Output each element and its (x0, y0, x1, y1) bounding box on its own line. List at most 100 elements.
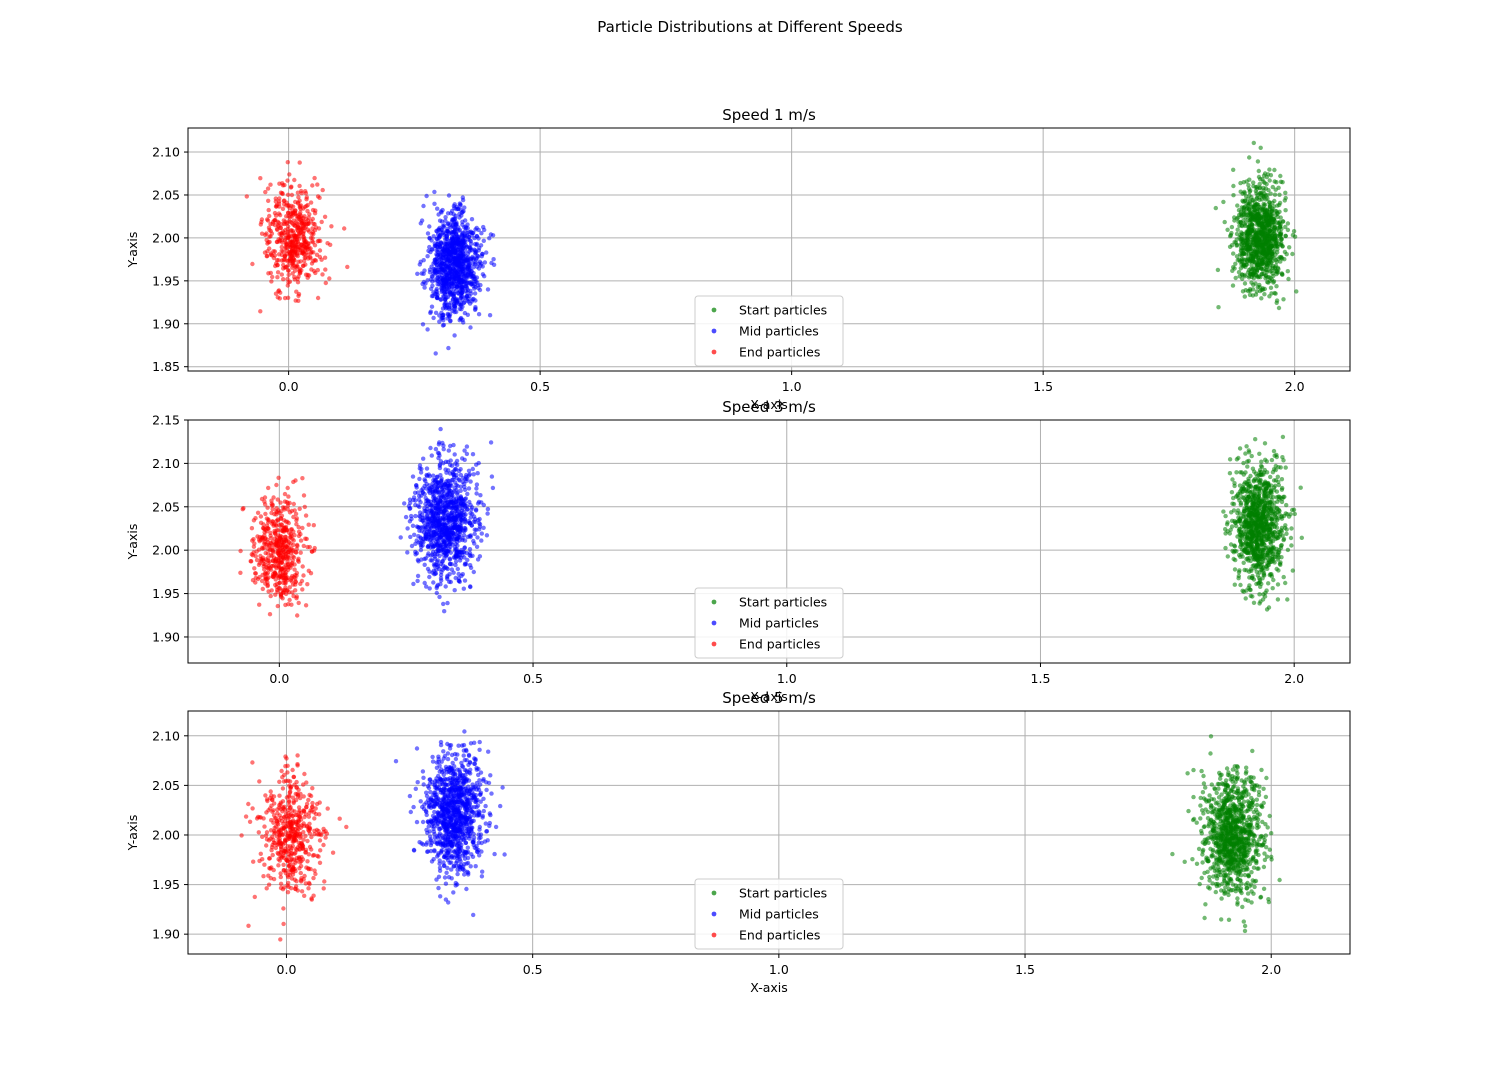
data-point (1245, 524, 1250, 530)
data-point (280, 191, 285, 196)
data-point (1280, 434, 1286, 440)
data-point (1238, 582, 1243, 588)
data-point (297, 236, 302, 241)
data-point (1290, 568, 1296, 573)
data-point (257, 534, 262, 540)
data-point (438, 495, 444, 500)
data-point (442, 539, 447, 545)
data-point (449, 477, 455, 483)
data-point (1233, 261, 1238, 266)
data-point (452, 522, 458, 527)
data-point (435, 294, 440, 300)
data-point (311, 548, 317, 553)
data-point (1256, 255, 1261, 261)
data-point (1283, 233, 1288, 239)
data-point (459, 501, 464, 506)
data-point (1270, 531, 1275, 536)
data-point (1240, 251, 1245, 256)
data-point (1258, 185, 1263, 190)
data-point (1260, 233, 1265, 238)
data-point (1273, 483, 1278, 488)
data-point (306, 568, 311, 573)
data-point (273, 213, 279, 218)
data-point (424, 472, 429, 478)
legend-entry: Mid particles (739, 324, 819, 339)
data-point (1255, 234, 1260, 239)
data-point (1249, 505, 1255, 510)
data-point (1264, 564, 1269, 569)
data-point (1292, 234, 1298, 239)
data-point (276, 252, 282, 257)
data-point (297, 160, 302, 165)
data-point (1270, 271, 1275, 276)
data-point (1275, 214, 1280, 220)
data-point (311, 268, 317, 274)
data-point (1267, 294, 1272, 299)
data-point (283, 602, 288, 608)
data-point (413, 552, 418, 557)
data-point (444, 278, 449, 283)
data-point (1291, 229, 1297, 234)
data-point (263, 189, 268, 195)
data-point (448, 462, 453, 468)
data-point (462, 487, 468, 492)
data-point (477, 516, 482, 522)
data-point (1261, 207, 1266, 212)
data-point (467, 547, 473, 552)
data-point (438, 256, 443, 262)
data-point (405, 550, 410, 555)
data-point (1267, 178, 1272, 183)
data-point (480, 272, 486, 277)
data-point (474, 544, 480, 549)
data-point (303, 513, 309, 518)
data-point (1272, 167, 1277, 173)
data-point (279, 231, 284, 236)
data-point (1247, 155, 1252, 160)
data-point (465, 557, 470, 563)
data-point (1268, 502, 1273, 507)
data-point (427, 267, 433, 272)
data-point (1257, 576, 1262, 581)
data-point (282, 491, 288, 497)
data-point (443, 544, 448, 549)
data-point (323, 267, 328, 272)
data-point (421, 258, 426, 263)
data-point (302, 251, 307, 257)
data-point (429, 503, 434, 508)
data-point (448, 443, 453, 449)
data-point (472, 286, 477, 291)
data-point (1277, 192, 1282, 197)
data-point (405, 526, 410, 531)
data-point (449, 510, 455, 516)
y-tick-label: 1.90 (152, 316, 180, 331)
data-point (468, 325, 473, 330)
data-point (449, 244, 455, 249)
data-point (1269, 232, 1274, 238)
data-point (421, 203, 426, 209)
data-point (1257, 486, 1262, 492)
data-point (1260, 219, 1266, 225)
data-point (441, 563, 446, 568)
data-point (436, 227, 441, 232)
data-point (1288, 535, 1294, 541)
data-point (1232, 215, 1237, 220)
data-point (1239, 238, 1244, 243)
data-point (1256, 581, 1261, 586)
data-point (1237, 483, 1243, 488)
data-point (279, 244, 284, 250)
data-point (296, 195, 301, 200)
data-point (291, 479, 296, 485)
figure-title: Particle Distributions at Different Spee… (597, 18, 903, 36)
data-point (297, 506, 302, 511)
data-point (1292, 511, 1298, 517)
data-point (1234, 470, 1239, 475)
data-point (1242, 281, 1248, 286)
scatter-points (244, 140, 1299, 356)
data-point (1239, 529, 1244, 535)
data-point (426, 499, 431, 504)
data-point (303, 272, 309, 277)
data-point (1250, 272, 1256, 278)
data-point (428, 309, 433, 314)
data-point (289, 533, 294, 538)
data-point (298, 259, 303, 264)
